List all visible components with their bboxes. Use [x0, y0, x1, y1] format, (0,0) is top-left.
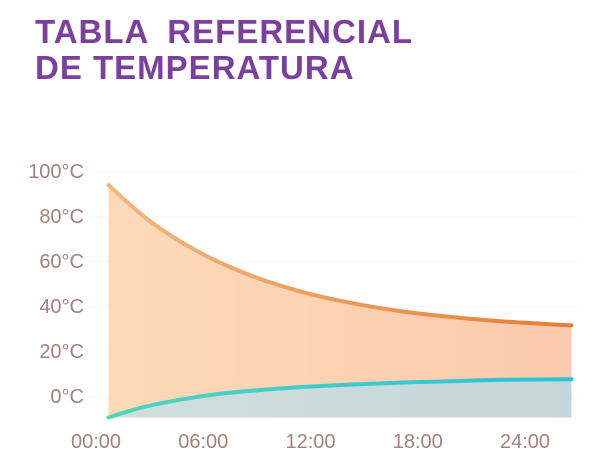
x-axis-tick-label: 24:00	[499, 431, 551, 453]
hot-series-line	[106, 183, 574, 328]
y-axis-tick-label: 0°C	[50, 386, 84, 408]
y-axis-tick-label: 40°C	[39, 296, 84, 318]
y-axis-tick-label: 20°C	[39, 341, 84, 363]
page-title: TABLA REFERENCIAL DE TEMPERATURA	[35, 14, 413, 86]
page-title-line1: TABLA REFERENCIAL	[35, 13, 413, 50]
y-axis-tick-label: 80°C	[39, 206, 84, 228]
y-axis-tick-label: 60°C	[39, 251, 84, 273]
x-axis-tick-label: 06:00	[178, 431, 229, 453]
y-axis-tick-label: 100°C	[28, 161, 84, 183]
cold-series-area	[108, 379, 572, 418]
x-axis-tick-label: 00:00	[70, 431, 122, 453]
cold-series-line	[106, 377, 574, 420]
x-axis-tick-label: 12:00	[285, 431, 336, 453]
x-axis-tick-label: 18:00	[392, 431, 443, 453]
page-title-line2: DE TEMPERATURA	[35, 49, 355, 86]
